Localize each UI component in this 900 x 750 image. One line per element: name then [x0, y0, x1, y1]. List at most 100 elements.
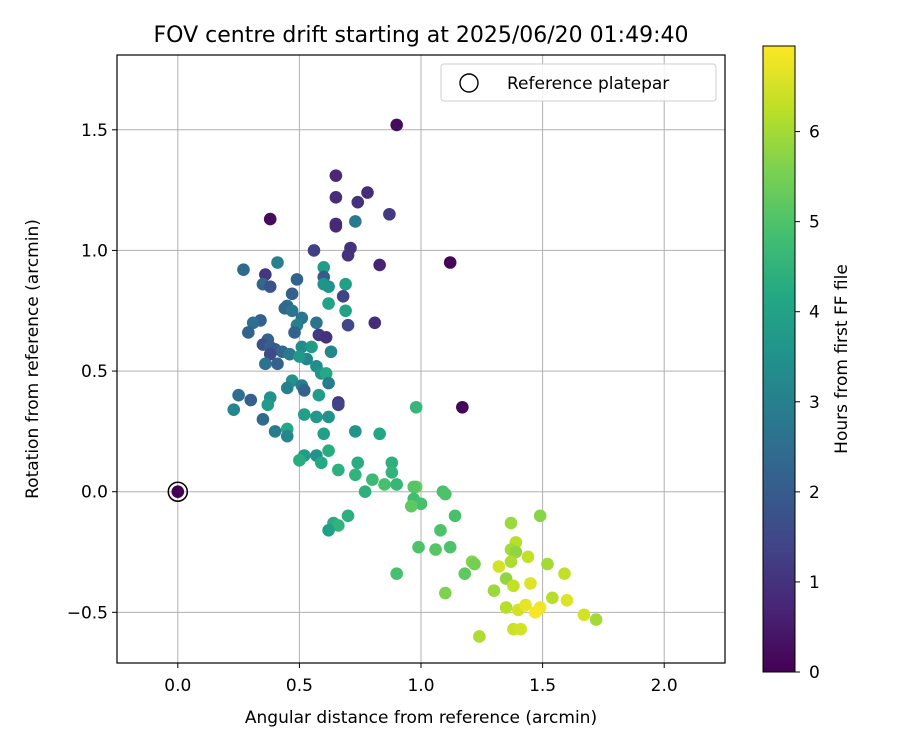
- scatter-point: [412, 540, 425, 554]
- colorbar-tick-label: 4: [809, 303, 820, 323]
- reference-point-dot: [171, 485, 185, 498]
- scatter-point: [293, 350, 306, 363]
- x-axis-label: Angular distance from reference (arcmin): [245, 708, 597, 728]
- scatter-point: [524, 577, 537, 590]
- scatter-point: [332, 463, 345, 477]
- scatter-point: [324, 345, 338, 359]
- scatter-point: [439, 586, 452, 600]
- scatter-point: [499, 601, 513, 614]
- scatter-point: [443, 256, 457, 269]
- scatter-point: [351, 456, 365, 470]
- data-points: [227, 118, 603, 643]
- scatter-point: [519, 598, 532, 612]
- scatter-point: [504, 516, 518, 530]
- scatter-point: [336, 289, 350, 303]
- scatter-point: [385, 456, 399, 470]
- scatter-point: [509, 545, 523, 559]
- scatter-point: [280, 381, 294, 395]
- scatter-point: [259, 268, 272, 281]
- scatter-point: [560, 593, 574, 607]
- scatter-point: [237, 263, 250, 277]
- scatter-point: [429, 543, 442, 556]
- scatter-point: [263, 212, 277, 226]
- scatter-point: [589, 613, 603, 626]
- scatter-point: [468, 557, 481, 571]
- scatter-point: [341, 248, 355, 262]
- scatter-point: [407, 480, 421, 494]
- y-tick-label: 0.5: [81, 362, 108, 382]
- scatter-point: [329, 220, 343, 233]
- x-tick-label: 1.0: [407, 676, 434, 696]
- scatter-point: [259, 357, 272, 371]
- scatter-point: [319, 330, 333, 344]
- scatter-point: [317, 427, 331, 441]
- scatter-point: [332, 398, 345, 412]
- legend-box: [440, 63, 717, 102]
- scatter-point: [305, 340, 318, 354]
- scatter-point: [280, 429, 294, 443]
- scatter-point: [361, 186, 374, 199]
- scatter-point: [378, 478, 391, 491]
- scatter-point: [322, 297, 335, 310]
- scatter-point: [310, 410, 323, 424]
- scatter-point: [322, 280, 335, 293]
- scatter-point: [268, 425, 282, 438]
- scatter-point: [285, 287, 299, 301]
- colorbar-tick-label: 3: [809, 393, 820, 413]
- scatter-point: [390, 567, 403, 581]
- scatter-point: [390, 118, 403, 132]
- reference-layer: [167, 481, 189, 502]
- x-tick-label: 1.5: [529, 676, 556, 696]
- y-axis-ticks: −0.5 0.0 0.5 1.0 1.5: [67, 121, 117, 623]
- colorbar-tick-label: 1: [809, 573, 820, 593]
- x-tick-label: 0.0: [164, 676, 191, 696]
- scatter-point: [232, 388, 245, 402]
- scatter-point: [332, 519, 345, 532]
- scatter-point: [263, 347, 277, 361]
- scatter-point: [366, 473, 379, 486]
- scatter-point: [317, 261, 331, 274]
- scatter-point: [261, 398, 275, 412]
- scatter-point: [312, 388, 326, 402]
- scatter-point: [385, 466, 399, 479]
- colorbar: 0 1 2 3 4 5 6 Hours from first FF file: [762, 45, 852, 683]
- y-tick-label: 0.0: [81, 483, 108, 503]
- scatter-point: [558, 567, 571, 581]
- scatter-point: [297, 408, 311, 421]
- chart-title: FOV centre drift starting at 2025/06/20 …: [154, 23, 689, 48]
- scatter-point: [322, 410, 335, 424]
- scatter-point: [341, 509, 355, 523]
- scatter-point: [322, 524, 335, 537]
- scatter-point: [339, 304, 352, 318]
- scatter-point: [514, 622, 528, 636]
- scatter-point: [271, 357, 284, 371]
- scatter-point: [290, 273, 304, 286]
- scatter-point: [288, 326, 301, 339]
- scatter-point: [271, 256, 284, 269]
- scatter-point: [434, 524, 447, 537]
- scatter-point: [349, 215, 362, 228]
- scatter-point: [322, 376, 335, 390]
- scatter-point: [409, 400, 423, 414]
- scatter-point: [448, 509, 462, 523]
- scatter-point: [373, 427, 386, 441]
- scatter-point: [285, 304, 299, 318]
- scatter-point: [242, 326, 255, 339]
- scatter-point: [263, 280, 277, 293]
- y-tick-label: −0.5: [67, 603, 108, 623]
- colorbar-label: Hours from first FF file: [832, 264, 852, 454]
- legend-entry-reference: Reference platepar: [507, 74, 669, 94]
- legend-reference-marker: [459, 73, 479, 93]
- scatter-point: [293, 454, 306, 467]
- scatter-point: [390, 478, 403, 491]
- colorbar-tick-label: 5: [809, 213, 820, 233]
- scatter-point: [577, 608, 591, 622]
- colorbar-tick-label: 2: [809, 483, 820, 503]
- scatter-point: [414, 497, 428, 511]
- scatter-point: [339, 277, 352, 291]
- scatter-point: [473, 630, 486, 643]
- x-axis-ticks: 0.0 0.5 1.0 1.5 2.0: [164, 663, 678, 696]
- colorbar-tick-label: 6: [809, 123, 820, 143]
- scatter-point: [322, 444, 335, 457]
